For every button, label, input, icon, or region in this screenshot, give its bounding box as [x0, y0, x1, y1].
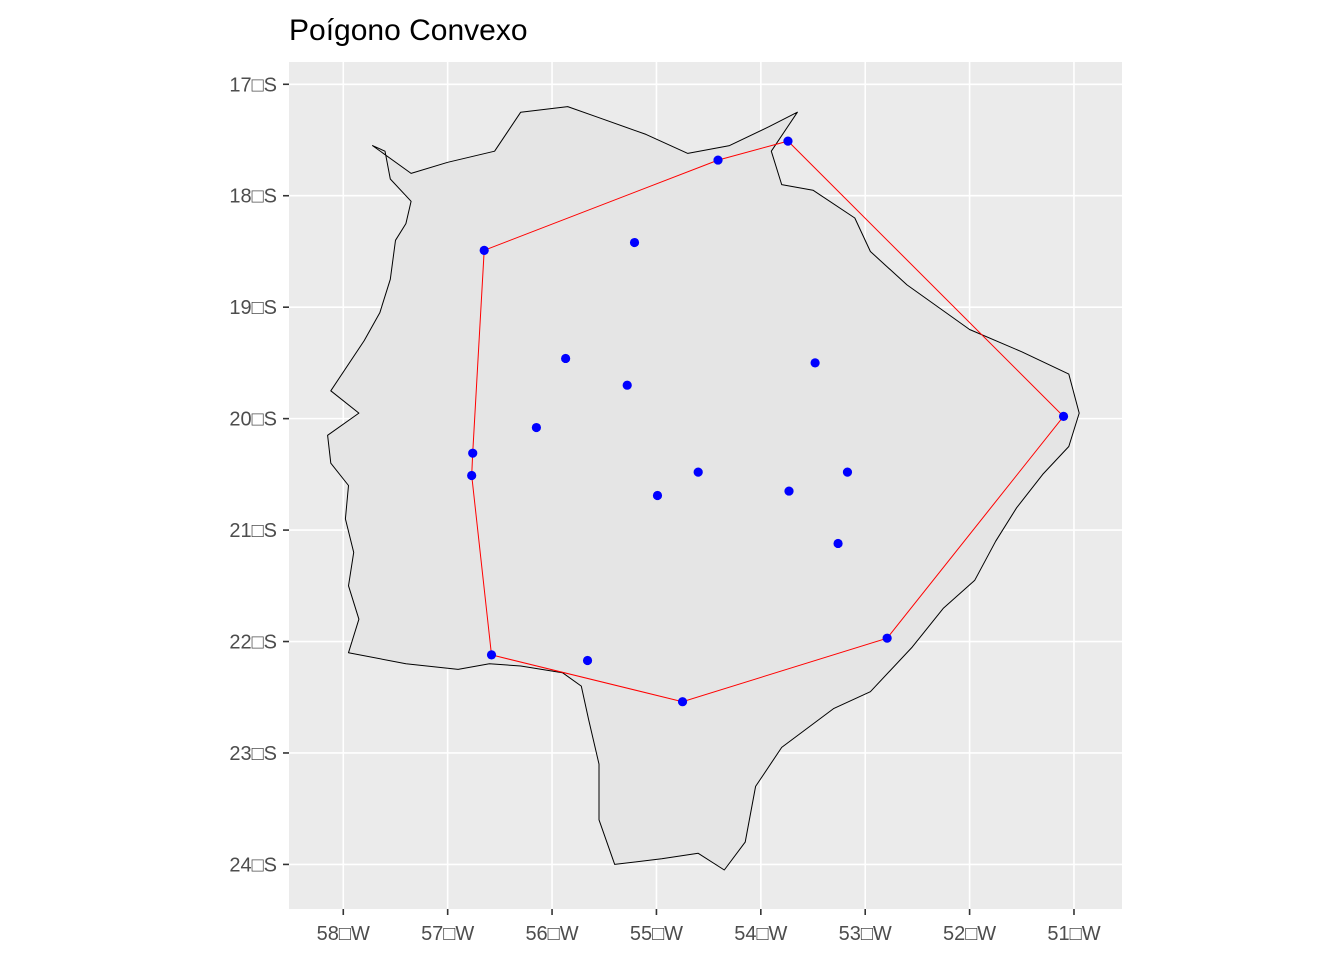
y-tick-label: 21□S	[229, 520, 277, 542]
data-point	[479, 245, 489, 255]
state-boundary	[327, 106, 1080, 871]
data-point	[784, 486, 794, 496]
data-point	[652, 490, 663, 501]
x-axis: 58□W 57□W 56□W 55□W 54□W 53□W 52□W 51□W	[317, 909, 1101, 945]
data-point	[468, 448, 478, 458]
y-tick-label: 17□S	[229, 74, 277, 96]
x-tick-label: 57□W	[421, 923, 474, 945]
data-point	[486, 650, 497, 660]
data-point	[783, 136, 793, 146]
x-tick-label: 56□W	[525, 923, 578, 945]
x-tick-label: 53□W	[839, 923, 892, 945]
data-point	[1058, 411, 1069, 422]
y-tick-label: 19□S	[229, 297, 277, 319]
data-point	[842, 467, 853, 477]
convex-hull-polygon	[471, 140, 1065, 703]
data-point	[561, 353, 571, 364]
y-tick-label: 23□S	[229, 743, 277, 765]
y-tick-label: 22□S	[229, 632, 277, 654]
data-point	[810, 358, 820, 368]
data-point	[882, 633, 892, 643]
x-tick-label: 58□W	[317, 923, 370, 945]
x-tick-label: 51□W	[1047, 923, 1100, 945]
state-outline-layer	[327, 106, 1080, 871]
y-tick-label: 24□S	[229, 854, 277, 876]
data-point	[677, 697, 688, 707]
x-tick-label: 54□W	[734, 923, 787, 945]
data-point	[622, 380, 632, 390]
data-point	[582, 655, 593, 666]
data-point	[713, 155, 723, 165]
data-point	[833, 538, 843, 549]
x-tick-label: 55□W	[630, 923, 683, 945]
points-layer	[467, 136, 1069, 707]
y-tick-label: 18□S	[229, 186, 277, 208]
y-axis: 17□S 18□S 19□S 20□S 21□S 22□S 23□S 24□S	[229, 74, 289, 876]
data-point	[693, 467, 703, 477]
data-point	[467, 470, 477, 481]
data-point	[629, 237, 640, 248]
y-tick-label: 20□S	[229, 409, 277, 431]
data-point	[531, 422, 541, 433]
x-tick-label: 52□W	[943, 923, 996, 945]
convex-hull-layer	[471, 140, 1065, 703]
chart-title: Poígono Convexo	[289, 14, 528, 47]
